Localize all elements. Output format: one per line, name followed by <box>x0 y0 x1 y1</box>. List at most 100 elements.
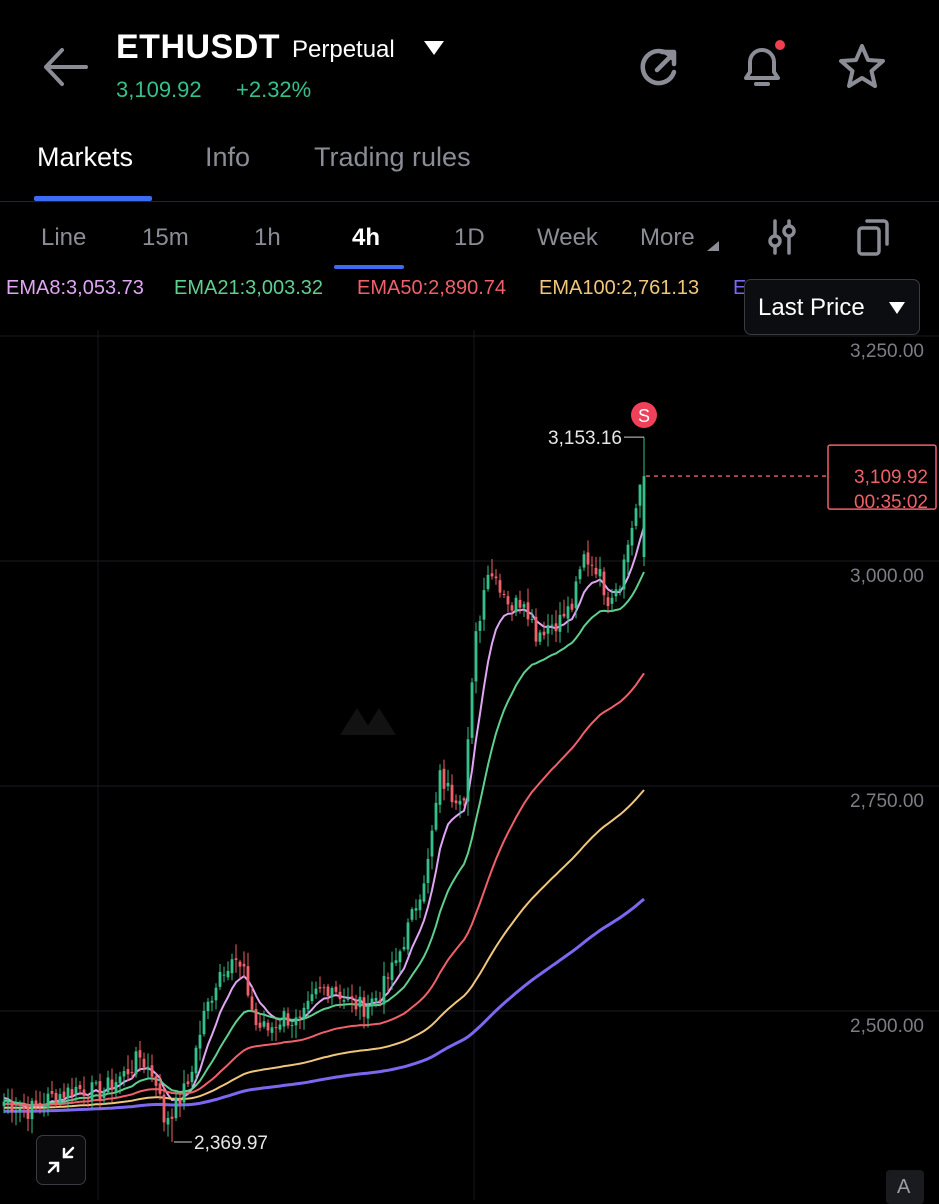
candle-body <box>266 1022 270 1031</box>
candle-body <box>146 1066 150 1070</box>
tab-trading-rules[interactable]: Trading rules <box>314 142 471 172</box>
candlestick-chart[interactable]: 3,153.16 2,369.97 S 3,109.92 00:35:02 3,250.… <box>0 330 939 1200</box>
caret-down-icon <box>889 302 905 314</box>
timeframe-line[interactable]: Line <box>41 224 87 251</box>
copy-icon[interactable] <box>856 218 890 256</box>
candle-body <box>334 986 338 992</box>
candle-body <box>86 1098 90 1100</box>
candle-body <box>138 1050 142 1058</box>
ema-line-ema8 <box>3 526 645 1110</box>
candle-body <box>618 588 622 592</box>
candle-body <box>350 996 354 999</box>
candle-body <box>402 946 406 950</box>
candle-body <box>518 599 522 608</box>
price-type-dropdown[interactable]: Last Price <box>744 279 920 335</box>
candle-body <box>246 966 250 996</box>
tab-markets[interactable]: Markets <box>37 142 134 172</box>
candle-body <box>362 997 366 1017</box>
back-arrow-icon[interactable] <box>38 42 92 92</box>
candle-body <box>562 613 566 617</box>
candle-body <box>494 576 498 579</box>
candle-body <box>430 830 434 857</box>
candle-countdown-label: 00:35:02 <box>854 492 928 513</box>
more-caret-icon[interactable] <box>706 240 720 252</box>
candle-body <box>530 619 534 621</box>
timeframe-more[interactable]: More <box>640 224 695 251</box>
current-price-box <box>827 444 937 510</box>
candle-body <box>306 1000 310 1010</box>
last-price: 3,109.92 <box>116 77 202 102</box>
high-marker-label: 3,153.16 <box>548 428 622 449</box>
candle-body <box>482 590 486 620</box>
candle-body <box>534 616 538 642</box>
candle-body <box>446 782 450 787</box>
tab-info[interactable]: Info <box>205 142 251 172</box>
candle-body <box>318 987 322 989</box>
candle-body <box>2 1101 6 1107</box>
caret-down-icon[interactable] <box>423 40 445 56</box>
candle-body <box>382 975 386 1005</box>
candle-body <box>62 1091 66 1098</box>
tabs-divider <box>0 201 939 202</box>
candle-body <box>310 994 314 1002</box>
contract-type-label[interactable]: Perpetual <box>292 36 395 63</box>
candle-body <box>330 987 334 998</box>
candle-body <box>158 1083 162 1094</box>
timeframe-4h[interactable]: 4h <box>352 224 381 251</box>
sliders-icon[interactable] <box>766 218 798 256</box>
candle-body <box>346 998 350 1000</box>
timeframe-week[interactable]: Week <box>537 224 598 251</box>
candle-body <box>298 1016 302 1018</box>
candle-body <box>46 1093 50 1109</box>
candle-body <box>462 798 466 801</box>
candle-body <box>502 594 506 596</box>
auto-scale-button[interactable]: A <box>886 1170 924 1204</box>
candle-body <box>230 959 234 974</box>
candle-body <box>290 1025 294 1027</box>
candle-body <box>578 569 582 580</box>
price-type-label: Last Price <box>758 294 865 321</box>
star-icon[interactable] <box>836 42 888 92</box>
candle-body <box>74 1086 78 1095</box>
collapse-chart-button[interactable] <box>36 1135 86 1185</box>
candle-body <box>182 1083 186 1103</box>
bell-icon[interactable] <box>736 40 788 92</box>
candle-body <box>94 1082 98 1084</box>
candle-body <box>250 996 254 1010</box>
ema-line-e <box>3 897 645 1113</box>
candle-body <box>594 567 598 575</box>
candle-body <box>42 1105 46 1107</box>
candle-body <box>282 1011 286 1027</box>
candle-body <box>418 899 422 911</box>
timeframe-1d[interactable]: 1D <box>454 224 485 251</box>
candle-body <box>366 1006 370 1019</box>
ema-line-ema50 <box>3 672 645 1107</box>
candle-body <box>242 963 246 967</box>
candle-body <box>186 1081 190 1085</box>
candle-body <box>506 596 510 605</box>
candle-body <box>558 614 562 632</box>
symbol-title[interactable]: ETHUSDT <box>116 28 281 66</box>
candle-body <box>514 597 518 613</box>
candle-body <box>438 770 442 805</box>
candle-body <box>582 554 586 568</box>
candle-body <box>642 476 646 557</box>
candle-body <box>54 1092 58 1104</box>
timeframe-15m[interactable]: 15m <box>142 224 189 251</box>
candle-body <box>326 986 330 997</box>
candle-body <box>286 1013 290 1026</box>
candle-body <box>6 1101 10 1104</box>
timeframe-1h[interactable]: 1h <box>254 224 281 251</box>
candle-body <box>34 1100 38 1105</box>
candle-body <box>294 1017 298 1026</box>
price-tick-label: 3,000.00 <box>850 566 924 587</box>
candle-body <box>90 1082 94 1101</box>
collapse-arrows-icon <box>47 1146 75 1174</box>
candle-body <box>102 1090 106 1098</box>
refresh-icon[interactable] <box>636 44 682 90</box>
price-tick-label: 2,750.00 <box>850 791 924 812</box>
active-timeframe-indicator <box>334 265 404 269</box>
candle-body <box>110 1079 114 1090</box>
candle-body <box>370 998 374 1006</box>
candle-body <box>478 621 482 631</box>
